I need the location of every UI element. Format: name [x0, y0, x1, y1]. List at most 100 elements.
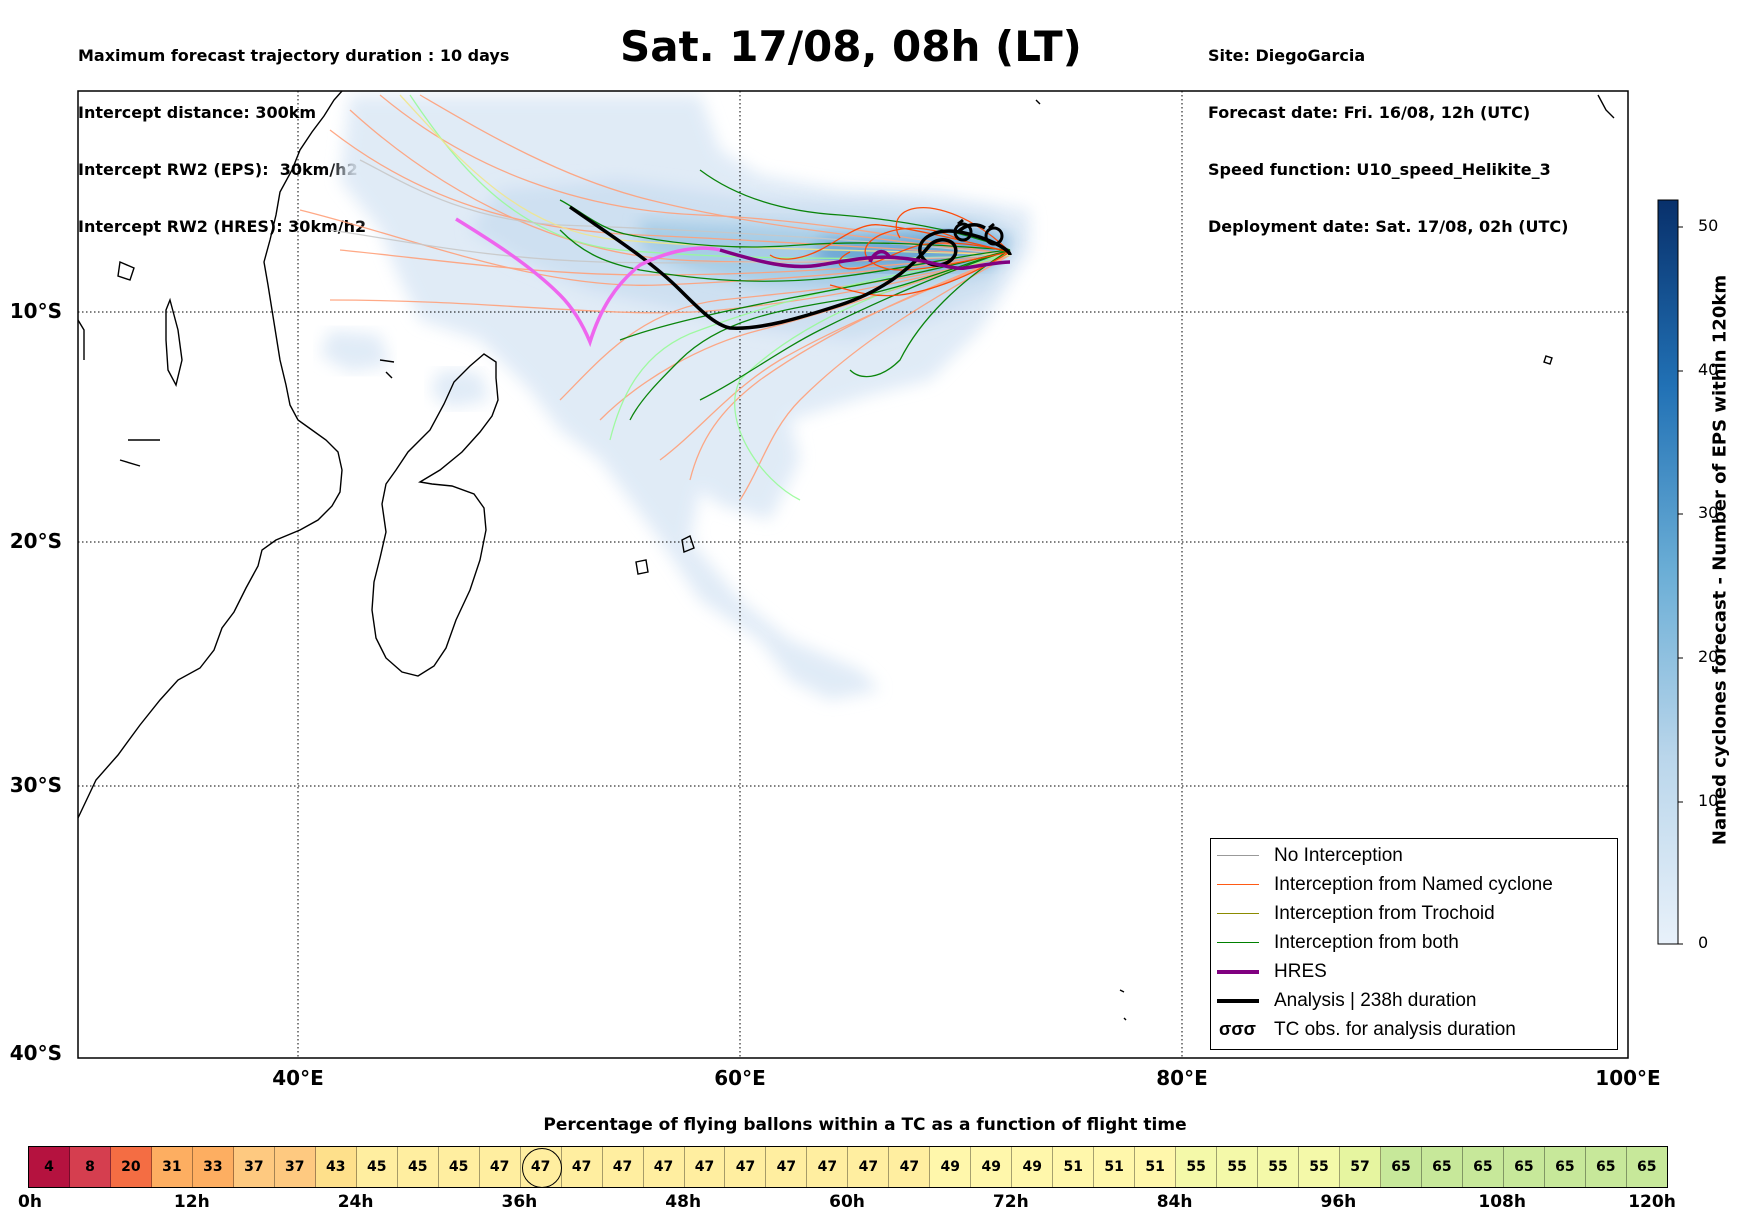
- colorbar-tick-label: 50: [1698, 216, 1719, 235]
- colorbar-tick-label: 20: [1698, 647, 1719, 666]
- legend-swatch: [1217, 970, 1259, 974]
- strip-cell: 51: [1094, 1147, 1136, 1187]
- strip-cell: 65: [1626, 1147, 1667, 1187]
- current-time-marker: [521, 1148, 562, 1188]
- strip-cell: 49: [1012, 1147, 1054, 1187]
- colorbar-title: Named cyclones forecast - Number of EPS …: [1709, 274, 1731, 846]
- strip-time-label: 120h: [1628, 1192, 1676, 1212]
- header-line: Speed function: U10_speed_Helikite_3: [1208, 160, 1551, 179]
- strip-cell: 47: [684, 1147, 726, 1187]
- main-title: Sat. 17/08, 08h (LT): [620, 22, 1082, 71]
- strip-time-label: 12h: [173, 1192, 210, 1212]
- header-line: Intercept RW2 (HRES): 30km/h2: [78, 217, 367, 236]
- strip-cell: 55: [1299, 1147, 1340, 1187]
- strip-cell: 45: [438, 1147, 480, 1187]
- strip-cell-value: 65: [1391, 1159, 1411, 1175]
- legend-swatch: [1217, 855, 1259, 856]
- strip-time-label: 24h: [337, 1192, 374, 1212]
- strip-cell: 47: [643, 1147, 685, 1187]
- strip-cell-value: 45: [366, 1159, 387, 1175]
- legend-swatch: [1217, 999, 1259, 1003]
- legend-item: Interception from Named cyclone: [1211, 872, 1617, 900]
- strip-cell: 55: [1176, 1147, 1218, 1187]
- strip-cell-value: 47: [817, 1159, 838, 1175]
- colorbar-ticks: [1678, 226, 1683, 945]
- colorbar-gradient: [1657, 199, 1679, 945]
- header-line: Maximum forecast trajectory duration : 1…: [78, 46, 510, 65]
- strip-cell: 47: [766, 1147, 808, 1187]
- strip-cell-value: 47: [653, 1159, 674, 1175]
- strip-cell: 37: [274, 1147, 316, 1187]
- lon-label: 100°E: [1595, 1066, 1661, 1090]
- legend-label: Interception from Trochoid: [1274, 903, 1495, 924]
- strip-cell: 65: [1503, 1147, 1545, 1187]
- tc-symbol-icon: σσσ: [1219, 1019, 1256, 1039]
- strip-cell: 65: [1421, 1147, 1463, 1187]
- legend-swatch: [1217, 884, 1259, 885]
- strip-cell: 47: [725, 1147, 767, 1187]
- strip-cell: 57: [1340, 1147, 1381, 1187]
- lon-label: 60°E: [714, 1066, 766, 1090]
- strip-cell: 55: [1258, 1147, 1300, 1187]
- strip-cell-value: 47: [489, 1159, 510, 1175]
- strip-cell-value: 65: [1555, 1159, 1575, 1175]
- strip-cell-value: 45: [448, 1159, 469, 1175]
- strip-cell-value: 4: [44, 1159, 54, 1175]
- strip-cell: 45: [356, 1147, 398, 1187]
- percentage-strip: 4 8 20 31 33 37 37 43 45 45 45 47 47 47 47 47 47 47 47 47 47…: [28, 1146, 1668, 1188]
- strip-cell-value: 57: [1350, 1159, 1370, 1175]
- strip-cell-value: 65: [1596, 1159, 1616, 1175]
- map-frame: [77, 90, 1629, 1059]
- strip-cell-value: 51: [1104, 1159, 1124, 1175]
- strip-cell-value: 20: [121, 1159, 141, 1175]
- legend-label: Interception from both: [1274, 932, 1459, 953]
- header-line: Forecast date: Fri. 16/08, 12h (UTC): [1208, 103, 1531, 122]
- lat-label: 20°S: [9, 529, 62, 553]
- strip-cell-value: 49: [981, 1159, 1001, 1175]
- lat-label: 40°S: [9, 1041, 62, 1065]
- legend-swatch: [1217, 942, 1259, 943]
- header-line: Intercept distance: 300km: [78, 103, 317, 122]
- strip-cell: 65: [1585, 1147, 1627, 1187]
- strip-cell: 45: [397, 1147, 439, 1187]
- legend-label: HRES: [1274, 961, 1327, 982]
- lat-label: 30°S: [9, 773, 62, 797]
- legend: No Interception Interception from Named …: [1210, 838, 1618, 1050]
- strip-time-label: 60h: [829, 1192, 865, 1212]
- lon-label: 80°E: [1156, 1066, 1208, 1090]
- strip-cell-value: 45: [407, 1159, 428, 1175]
- strip-cell-value: 47: [571, 1159, 592, 1175]
- header-right: Site: DiegoGarcia Forecast date: Fri. 16…: [1208, 8, 1568, 255]
- legend-label: No Interception: [1274, 845, 1403, 866]
- strip-cell: 47: [889, 1147, 931, 1187]
- strip-cell: 33: [192, 1147, 234, 1187]
- strip-cell: 51: [1135, 1147, 1177, 1187]
- colorbar-tick-label: 0: [1698, 933, 1709, 952]
- strip-cell: 47: [807, 1147, 849, 1187]
- strip-cell: 8: [69, 1147, 111, 1187]
- legend-item: HRES: [1211, 959, 1617, 987]
- colorbar-tick-label: 40: [1698, 360, 1719, 379]
- header-left: Maximum forecast trajectory duration : 1…: [78, 8, 509, 255]
- strip-cell-value: 37: [244, 1159, 264, 1175]
- strip-cell-value: 47: [858, 1159, 879, 1175]
- coastlines: [78, 91, 1615, 1021]
- legend-item: σσσ TC obs. for analysis duration: [1211, 1017, 1617, 1045]
- strip-cell-value: 37: [285, 1159, 305, 1175]
- lon-label: 40°E: [272, 1066, 324, 1090]
- strip-cell: 20: [110, 1147, 152, 1187]
- strip-cell-value: 55: [1227, 1159, 1247, 1175]
- strip-cell: 4: [29, 1147, 70, 1187]
- strip-cell: 65: [1380, 1147, 1422, 1187]
- legend-item: No Interception: [1211, 843, 1617, 871]
- strip-cell-value: 51: [1145, 1159, 1165, 1175]
- strip-cell-value: 47: [694, 1159, 715, 1175]
- legend-item: Analysis | 238h duration: [1211, 988, 1617, 1016]
- strip-time-label: 0h: [18, 1192, 42, 1212]
- strip-cell-value: 55: [1309, 1159, 1329, 1175]
- strip-title: Percentage of flying ballons within a TC…: [543, 1115, 1187, 1135]
- graticule: [78, 91, 1628, 1058]
- lat-label: 10°S: [9, 299, 62, 323]
- colorbar-tick-label: 30: [1698, 503, 1719, 522]
- strip-cell-value: 65: [1473, 1159, 1493, 1175]
